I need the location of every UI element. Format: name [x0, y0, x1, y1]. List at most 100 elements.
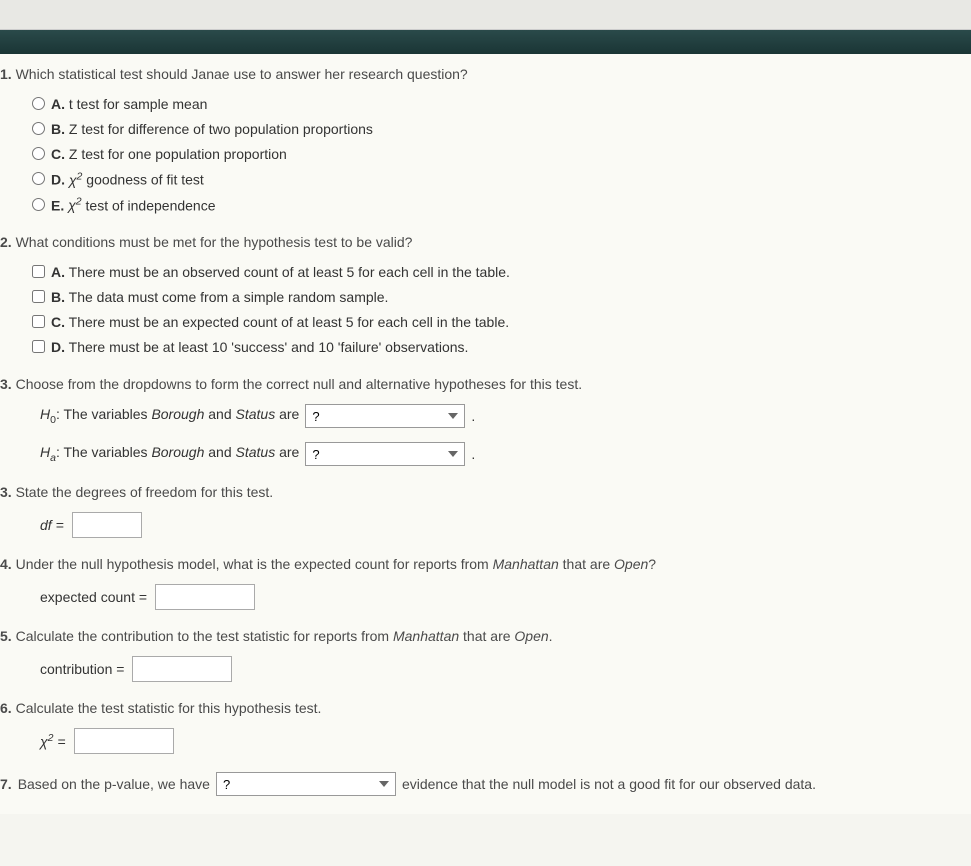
h0-select[interactable]: ?	[305, 404, 465, 428]
ha-period: .	[471, 446, 475, 462]
q2-options: A. There must be an observed count of at…	[0, 262, 953, 358]
q5-open: Open	[514, 628, 548, 644]
q5-text-mid2: that are	[459, 628, 514, 644]
q1-radio-c[interactable]	[32, 147, 45, 160]
q1-radio-b[interactable]	[32, 122, 45, 135]
q1-option-b[interactable]: B. Z test for difference of two populati…	[32, 119, 953, 140]
q7-number: 7.	[0, 776, 12, 792]
q1-prompt: 1. Which statistical test should Janae u…	[0, 66, 953, 82]
q3a-text: Choose from the dropdowns to form the co…	[16, 376, 583, 392]
q1-letter-d: D.	[51, 172, 65, 188]
q1-option-a[interactable]: A. t test for sample mean	[32, 94, 953, 115]
ha-label: Ha: The variables Borough and Status are	[40, 444, 299, 464]
q7-text-post: evidence that the null model is not a go…	[402, 776, 816, 792]
q2-option-a[interactable]: A. There must be an observed count of at…	[32, 262, 953, 283]
q3b-number: 3.	[0, 484, 12, 500]
q1-letter-e: E.	[51, 197, 64, 213]
q1-options: A. t test for sample mean B. Z test for …	[0, 94, 953, 216]
q1-letter-a: A.	[51, 96, 65, 112]
q2-text: What conditions must be met for the hypo…	[16, 234, 413, 250]
q1-text-d-suffix: goodness of fit test	[86, 172, 204, 188]
contribution-label: contribution =	[40, 661, 124, 677]
df-equation: df =	[0, 512, 953, 538]
question-3-df: 3. State the degrees of freedom for this…	[0, 484, 953, 538]
expected-count-equation: expected count =	[0, 584, 953, 610]
q2-letter-d: D.	[51, 339, 65, 355]
q2-option-b[interactable]: B. The data must come from a simple rand…	[32, 287, 953, 308]
q1-option-d[interactable]: D. χ2 goodness of fit test	[32, 169, 953, 191]
expected-count-input[interactable]	[155, 584, 255, 610]
question-4: 4. Under the null hypothesis model, what…	[0, 556, 953, 610]
question-1: 1. Which statistical test should Janae u…	[0, 66, 953, 216]
q3a-number: 3.	[0, 376, 12, 392]
q2-option-d[interactable]: D. There must be at least 10 'success' a…	[32, 337, 953, 358]
q5-text-pre: Calculate the contribution to the test s…	[16, 628, 393, 644]
q2-text-c: There must be an expected count of at le…	[69, 314, 510, 330]
q2-text-d: There must be at least 10 'success' and …	[69, 339, 469, 355]
q2-checkbox-a[interactable]	[32, 265, 45, 278]
q1-text-a: t test for sample mean	[69, 96, 208, 112]
q1-text-e-suffix: test of independence	[86, 197, 216, 213]
browser-top-bar	[0, 0, 971, 30]
q2-number: 2.	[0, 234, 12, 250]
q1-text-c: Z test for one population proportion	[69, 146, 287, 162]
q2-letter-a: A.	[51, 264, 65, 280]
h0-label: H0: The variables Borough and Status are	[40, 406, 299, 426]
q1-radio-d[interactable]	[32, 172, 45, 185]
df-label: df =	[40, 517, 64, 533]
q4-manhattan: Manhattan	[493, 556, 559, 572]
question-3-hypotheses: 3. Choose from the dropdowns to form the…	[0, 376, 953, 466]
q5-manhattan: Manhattan	[393, 628, 459, 644]
question-5: 5. Calculate the contribution to the tes…	[0, 628, 953, 682]
df-input[interactable]	[72, 512, 142, 538]
q4-prompt: 4. Under the null hypothesis model, what…	[0, 556, 953, 572]
hypotheses-block: H0: The variables Borough and Status are…	[0, 404, 953, 466]
q6-text: Calculate the test statistic for this hy…	[16, 700, 322, 716]
q1-letter-c: C.	[51, 146, 65, 162]
question-2: 2. What conditions must be met for the h…	[0, 234, 953, 358]
q4-qmark: ?	[648, 556, 656, 572]
q2-checkbox-d[interactable]	[32, 340, 45, 353]
q2-prompt: 2. What conditions must be met for the h…	[0, 234, 953, 250]
q2-text-b: The data must come from a simple random …	[69, 289, 389, 305]
q2-text-a: There must be an observed count of at le…	[69, 264, 510, 280]
q2-checkbox-c[interactable]	[32, 315, 45, 328]
q6-number: 6.	[0, 700, 12, 716]
q4-text-pre: Under the null hypothesis model, what is…	[16, 556, 493, 572]
q4-text-mid2: that are	[559, 556, 614, 572]
quiz-content: 1. Which statistical test should Janae u…	[0, 54, 971, 814]
q2-option-c[interactable]: C. There must be an expected count of at…	[32, 312, 953, 333]
h0-row: H0: The variables Borough and Status are…	[40, 404, 953, 428]
q1-radio-e[interactable]	[32, 198, 45, 211]
contribution-equation: contribution =	[0, 656, 953, 682]
q1-option-c[interactable]: C. Z test for one population proportion	[32, 144, 953, 165]
q2-checkbox-b[interactable]	[32, 290, 45, 303]
contribution-input[interactable]	[132, 656, 232, 682]
q5-period: .	[549, 628, 553, 644]
q3a-prompt: 3. Choose from the dropdowns to form the…	[0, 376, 953, 392]
q1-text-b: Z test for difference of two population …	[69, 121, 373, 137]
ha-select[interactable]: ?	[305, 442, 465, 466]
question-7: 7. Based on the p-value, we have ? evide…	[0, 772, 953, 796]
q1-number: 1.	[0, 66, 12, 82]
q4-number: 4.	[0, 556, 12, 572]
q7-row: 7. Based on the p-value, we have ? evide…	[0, 772, 953, 796]
chisq-label: χ2 =	[40, 732, 66, 750]
q1-letter-b: B.	[51, 121, 65, 137]
q1-text: Which statistical test should Janae use …	[16, 66, 468, 82]
header-strip	[0, 30, 971, 54]
q2-letter-b: B.	[51, 289, 65, 305]
q5-prompt: 5. Calculate the contribution to the tes…	[0, 628, 953, 644]
chisq-equation: χ2 =	[0, 728, 953, 754]
q7-text-pre: Based on the p-value, we have	[18, 776, 210, 792]
chisq-input[interactable]	[74, 728, 174, 754]
q5-number: 5.	[0, 628, 12, 644]
q3b-text: State the degrees of freedom for this te…	[16, 484, 274, 500]
q3b-prompt: 3. State the degrees of freedom for this…	[0, 484, 953, 500]
q1-text-d: χ2	[69, 172, 83, 188]
q1-radio-a[interactable]	[32, 97, 45, 110]
q7-select[interactable]: ?	[216, 772, 396, 796]
q6-prompt: 6. Calculate the test statistic for this…	[0, 700, 953, 716]
q2-letter-c: C.	[51, 314, 65, 330]
q1-option-e[interactable]: E. χ2 test of independence	[32, 195, 953, 217]
